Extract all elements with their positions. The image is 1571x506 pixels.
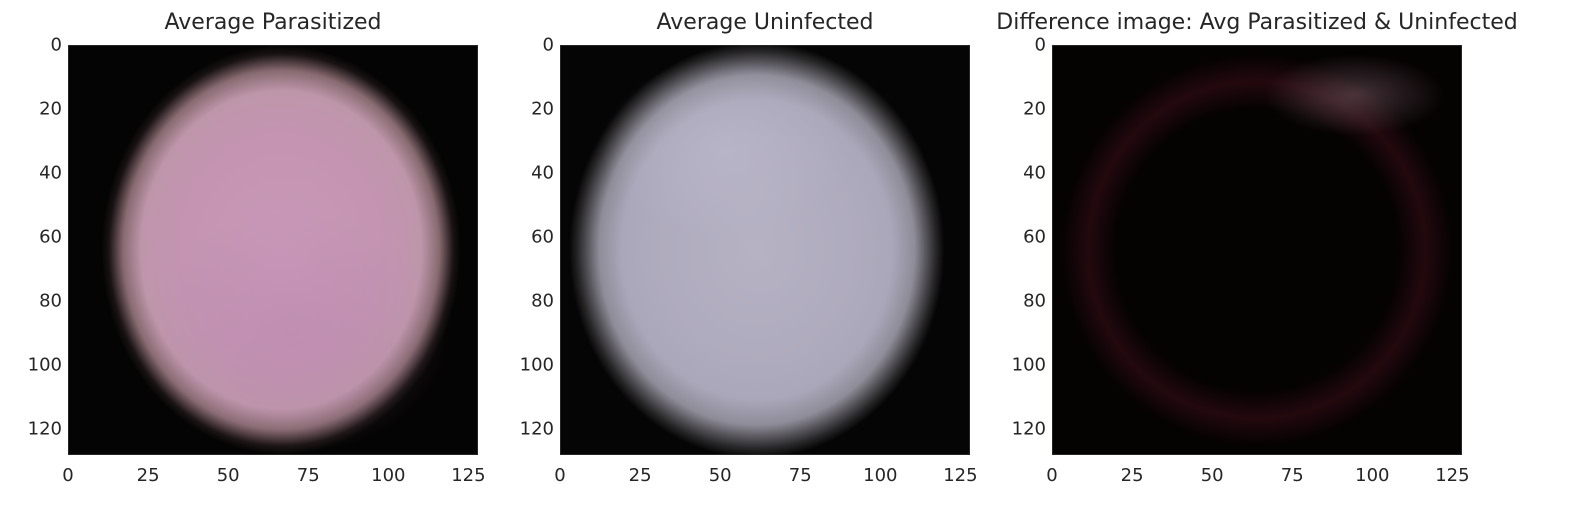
uninfected-title: Average Uninfected [656,10,874,35]
parasitized-xtick: 100 [371,465,406,486]
parasitized-xtick: 50 [216,465,240,486]
uninfected-ytick: 60 [531,226,554,248]
parasitized-ytick: 40 [39,162,62,184]
uninfected-xtick: 25 [628,465,652,486]
difference-xtick: 0 [1046,465,1058,486]
uninfected-ytick: 80 [531,290,554,312]
parasitized-xtick: 75 [296,465,320,486]
parasitized-ytick: 80 [39,290,62,312]
difference-xtick: 25 [1120,465,1144,486]
parasitized-ytick: 60 [39,226,62,248]
parasitized-xtick: 0 [62,465,74,486]
difference-ytick: 120 [1011,418,1046,440]
difference-xtick: 75 [1280,465,1304,486]
uninfected-xtick: 75 [788,465,812,486]
parasitized-ytick: 100 [27,354,62,376]
parasitized-xtick: 125 [451,465,486,486]
uninfected-ytick: 120 [519,418,554,440]
uninfected-ytick: 40 [531,162,554,184]
parasitized-ytick: 0 [50,34,62,56]
uninfected-ytick: 0 [542,34,554,56]
uninfected-xtick: 100 [863,465,898,486]
difference-ytick: 40 [1023,162,1046,184]
parasitized-ytick: 20 [39,98,62,120]
difference-ytick: 100 [1011,354,1046,376]
parasitized-image [69,46,477,454]
parasitized-ytick: 120 [27,418,62,440]
difference-ytick: 0 [1034,34,1046,56]
difference-ytick: 80 [1023,290,1046,312]
difference-xtick: 125 [1435,465,1470,486]
uninfected-image [561,46,969,454]
difference-title: Difference image: Avg Parasitized & Unin… [996,10,1518,35]
uninfected-ytick: 100 [519,354,554,376]
parasitized-title: Average Parasitized [164,10,382,35]
parasitized-axes [68,45,478,455]
uninfected-xtick: 0 [554,465,566,486]
difference-ytick: 20 [1023,98,1046,120]
difference-image [1053,46,1461,454]
difference-xtick: 50 [1200,465,1224,486]
difference-axes [1052,45,1462,455]
uninfected-ytick: 20 [531,98,554,120]
difference-xtick: 100 [1355,465,1390,486]
uninfected-xtick: 125 [943,465,978,486]
uninfected-xtick: 50 [708,465,732,486]
uninfected-axes [560,45,970,455]
difference-ytick: 60 [1023,226,1046,248]
parasitized-xtick: 25 [136,465,160,486]
